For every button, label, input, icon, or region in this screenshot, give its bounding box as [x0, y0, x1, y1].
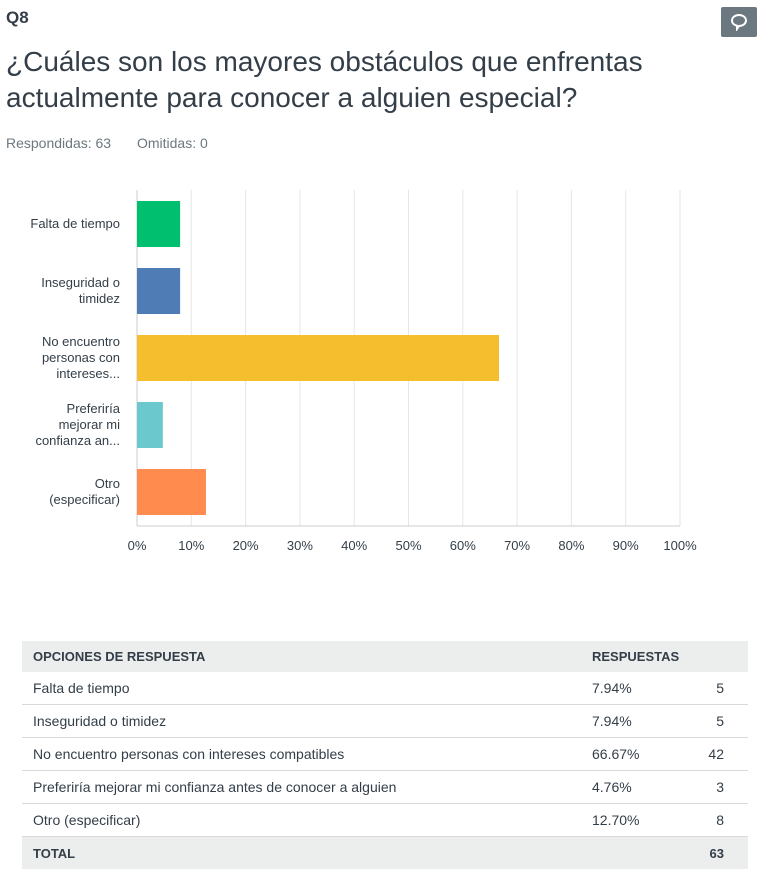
- x-tick-label: 10%: [178, 538, 204, 553]
- bar[interactable]: [137, 268, 181, 314]
- row-count: 8: [695, 803, 748, 837]
- table-row: No encuentro personas con intereses comp…: [22, 737, 748, 771]
- category-label-line: intereses...: [56, 366, 120, 381]
- category-label-line: Preferiría: [66, 401, 120, 416]
- row-percent: 66.67%: [581, 737, 696, 771]
- header-responses: RESPUESTAS: [581, 641, 696, 672]
- row-label: Inseguridad o timidez: [22, 704, 581, 738]
- x-tick-label: 0%: [128, 538, 147, 553]
- row-label: Preferiría mejorar mi confianza antes de…: [22, 770, 581, 804]
- x-tick-label: 20%: [233, 538, 259, 553]
- x-tick-label: 50%: [395, 538, 421, 553]
- row-percent: 12.70%: [581, 803, 696, 837]
- bar-chart: 0% 10% 20% 30% 40% 50% 60% 70% 80% 90% 100%: [128, 190, 697, 553]
- bar[interactable]: [137, 335, 500, 381]
- row-count: 5: [695, 672, 748, 705]
- category-label-line: Otro: [94, 476, 120, 491]
- x-tick-label: 60%: [450, 538, 476, 553]
- row-percent: 7.94%: [581, 672, 696, 705]
- category-label-line: No encuentro: [41, 334, 120, 349]
- question-title: ¿Cuáles son los mayores obstáculos que e…: [6, 46, 643, 113]
- category-label-line: Falta de tiempo: [30, 216, 120, 231]
- x-tick-label: 100%: [663, 538, 697, 553]
- category-label: Otro (especificar): [0, 476, 120, 508]
- category-label: Inseguridad o timidez: [0, 275, 120, 307]
- row-label: Falta de tiempo: [22, 672, 581, 705]
- bar[interactable]: [137, 402, 163, 448]
- skipped-count: Omitidas: 0: [136, 135, 208, 151]
- question-number: Q8: [6, 8, 29, 27]
- table-row: Falta de tiempo 7.94% 5: [22, 672, 748, 705]
- row-label: No encuentro personas con intereses comp…: [22, 737, 581, 771]
- row-label: Otro (especificar): [22, 803, 581, 837]
- x-tick-label: 40%: [341, 538, 367, 553]
- answered-count: Respondidas: 63: [6, 135, 112, 151]
- category-label: No encuentro personas con intereses...: [0, 334, 120, 382]
- row-percent: 7.94%: [581, 704, 696, 738]
- x-tick-label: 80%: [558, 538, 584, 553]
- row-count: 5: [695, 704, 748, 738]
- x-tick-label: 70%: [504, 538, 530, 553]
- total-label: TOTAL: [22, 836, 581, 869]
- table-row: Otro (especificar) 12.70% 8: [22, 803, 748, 837]
- category-label-line: Inseguridad o: [41, 275, 120, 290]
- row-count: 42: [695, 737, 748, 771]
- header-count: [695, 641, 748, 672]
- x-tick-label: 30%: [287, 538, 313, 553]
- x-tick-label: 90%: [613, 538, 639, 553]
- category-label: Preferiría mejorar mi confianza an...: [0, 401, 120, 449]
- comment-button[interactable]: [721, 7, 757, 37]
- table-header: OPCIONES DE RESPUESTA RESPUESTAS: [22, 641, 748, 672]
- table-row: Inseguridad o timidez 7.94% 5: [22, 704, 748, 738]
- category-label: Falta de tiempo: [0, 216, 120, 232]
- category-label-line: personas con: [41, 350, 120, 365]
- category-label-line: (especificar): [49, 492, 120, 507]
- bar[interactable]: [137, 201, 181, 247]
- row-count: 3: [695, 770, 748, 804]
- table-row: Preferiría mejorar mi confianza antes de…: [22, 770, 748, 804]
- total-row: TOTAL 63: [22, 836, 748, 869]
- response-stats: Respondidas: 63 Omitidas: 0: [6, 135, 230, 151]
- bar[interactable]: [137, 469, 206, 515]
- row-percent: 4.76%: [581, 770, 696, 804]
- category-label-line: mejorar mi: [58, 417, 120, 432]
- speech-bubble-icon: [730, 13, 748, 31]
- category-label-line: confianza an...: [35, 433, 120, 448]
- header-options: OPCIONES DE RESPUESTA: [22, 641, 581, 672]
- total-count: 63: [695, 836, 748, 869]
- category-label-line: timidez: [78, 291, 120, 306]
- responses-table: OPCIONES DE RESPUESTA RESPUESTAS Falta d…: [22, 641, 748, 869]
